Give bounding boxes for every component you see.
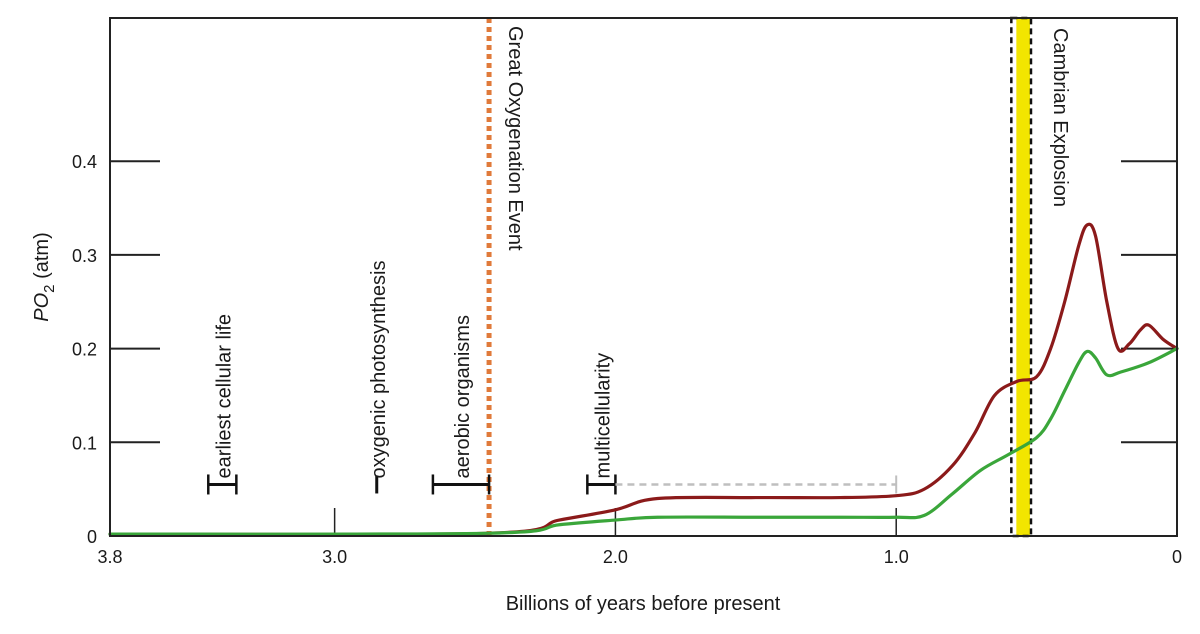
y-axis-label-unit: (atm) — [31, 232, 53, 284]
cambrian-explosion-band — [1016, 18, 1030, 536]
plot-frame — [109, 17, 1178, 537]
y-axis-label-sub: 2 — [41, 284, 58, 292]
axis-ticks — [110, 160, 1177, 536]
y-tick-label-0.4: 0.4 — [72, 152, 97, 172]
series-line-2 — [108, 347, 1179, 536]
x-tick-label-3.8: 3.8 — [97, 547, 122, 567]
oxygenic-photosynthesis-label: oxygenic photosynthesis — [368, 261, 390, 479]
axis-labels: Great Oxygenation Event Cambrian Explosio… — [72, 26, 1182, 567]
x-tick-label-0: 0 — [1172, 547, 1182, 567]
x-tick-label-1.0: 1.0 — [884, 547, 909, 567]
cambrian-explosion-label: Cambrian Explosion — [1049, 28, 1071, 207]
y-tick-label-0: 0 — [87, 527, 97, 547]
y-axis-label-main: PO — [31, 293, 53, 322]
x-tick-label-2.0: 2.0 — [603, 547, 628, 567]
y-tick-label-0.3: 0.3 — [72, 246, 97, 266]
range-markers — [207, 474, 898, 495]
great-oxygenation-event-label: Great Oxygenation Event — [504, 26, 526, 251]
y-tick-label-0.2: 0.2 — [72, 340, 97, 360]
y-axis-label: PO2 (atm) — [31, 232, 58, 321]
series-lines — [108, 222, 1179, 537]
multicellularity-label: multicellularity — [592, 353, 614, 479]
aerobic-organisms-label: aerobic organisms — [452, 315, 474, 478]
y-tick-label-0.1: 0.1 — [72, 433, 97, 453]
x-tick-label-3.0: 3.0 — [322, 547, 347, 567]
earliest-cellular-life-label: earliest cellular life — [213, 314, 235, 479]
series-line-1 — [108, 222, 1179, 537]
x-axis-label: Billions of years before present — [506, 593, 781, 615]
event-bands — [486, 16, 1033, 538]
